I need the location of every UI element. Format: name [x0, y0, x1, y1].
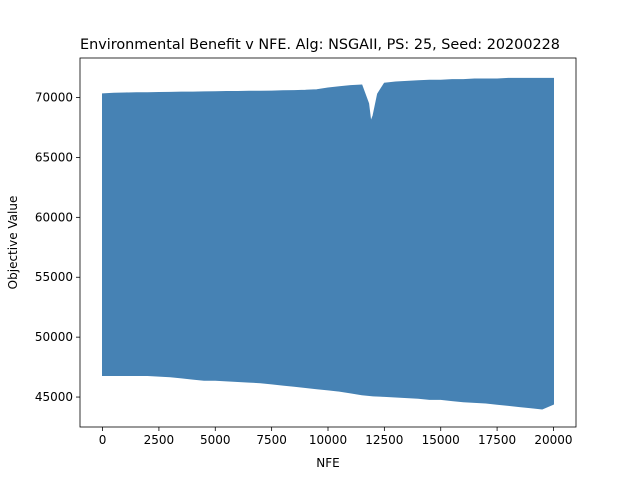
x-tick-label: 17500: [478, 433, 516, 447]
x-tick-label: 0: [99, 433, 107, 447]
plot-area: [102, 77, 554, 410]
x-tick-label: 15000: [422, 433, 460, 447]
x-tick-label: 12500: [365, 433, 403, 447]
y-tick-label: 50000: [35, 330, 73, 344]
y-tick-label: 70000: [35, 91, 73, 105]
x-tick-label: 5000: [200, 433, 231, 447]
y-tick-label: 45000: [35, 390, 73, 404]
y-axis-label: Objective Value: [6, 196, 20, 290]
x-tick-label: 7500: [256, 433, 287, 447]
x-axis-ticks: 0 2500 5000 7500 10000 12500 15000 17500 20000: [99, 427, 573, 447]
chart-title: Environmental Benefit v NFE. Alg: NSGAII…: [80, 37, 560, 53]
y-tick-label: 65000: [35, 150, 73, 164]
axes-frame: [79, 57, 577, 428]
x-tick-label: 20000: [534, 433, 572, 447]
y-axis-ticks: 45000 50000 55000 60000 65000 70000: [35, 91, 80, 404]
y-tick-label: 55000: [35, 270, 73, 284]
x-tick-label: 2500: [144, 433, 175, 447]
x-tick-label: 10000: [309, 433, 347, 447]
data-band: [102, 77, 554, 410]
y-tick-label: 60000: [35, 210, 73, 224]
x-axis-label: NFE: [316, 456, 339, 470]
